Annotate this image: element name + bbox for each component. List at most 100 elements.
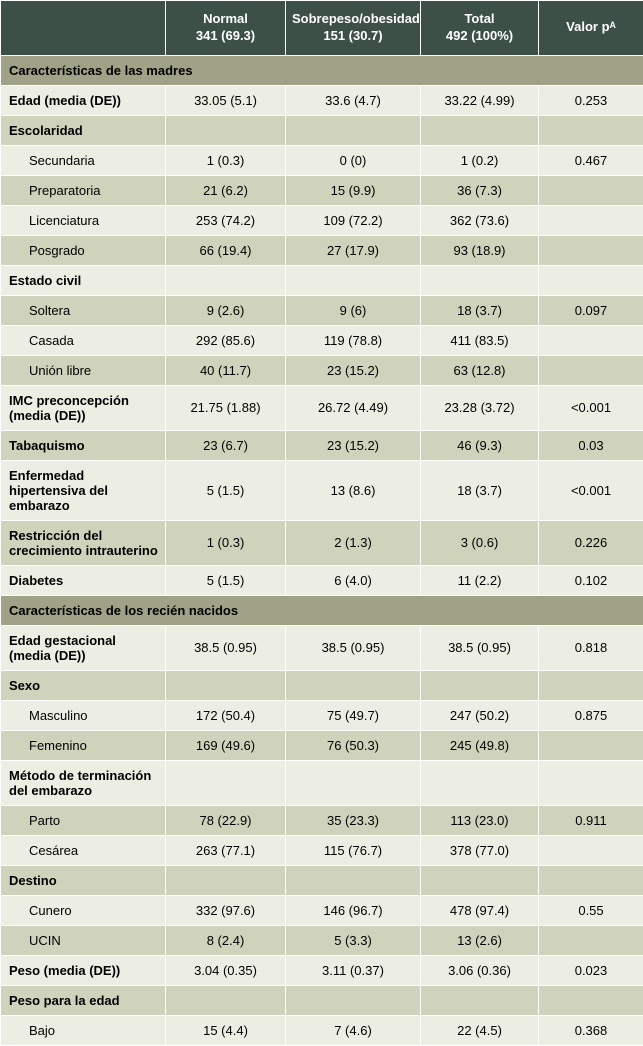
- table-row: Edad (media (DE))33.05 (5.1)33.6 (4.7)33…: [1, 85, 643, 115]
- cell-sobrepeso: 3.11 (0.37): [286, 955, 421, 985]
- header-blank: [1, 1, 166, 56]
- table-row: Bajo15 (4.4)7 (4.6)22 (4.5)0.368: [1, 1015, 643, 1045]
- header-sobrepeso-line2: 151 (30.7): [292, 28, 414, 45]
- header-total: Total 492 (100%): [421, 1, 539, 56]
- table-row: Femenino169 (49.6)76 (50.3)245 (49.8): [1, 730, 643, 760]
- cell-sobrepeso: 115 (76.7): [286, 835, 421, 865]
- header-normal: Normal 341 (69.3): [166, 1, 286, 56]
- cell-normal: 23 (6.7): [166, 430, 286, 460]
- cell-total: 23.28 (3.72): [421, 385, 539, 430]
- cell-total: 362 (73.6): [421, 205, 539, 235]
- row-label: Posgrado: [1, 235, 166, 265]
- cell-normal: 78 (22.9): [166, 805, 286, 835]
- cell-pvalue: 0.03: [539, 430, 643, 460]
- cell-sobrepeso: 26.72 (4.49): [286, 385, 421, 430]
- section-title: Características de los recién nacidos: [1, 595, 643, 625]
- cell-total: 13 (2.6): [421, 925, 539, 955]
- cell-normal: 8 (2.4): [166, 925, 286, 955]
- row-label: Preparatoria: [1, 175, 166, 205]
- cell-sobrepeso: 146 (96.7): [286, 895, 421, 925]
- table-row: Restricción del crecimiento intrauterino…: [1, 520, 643, 565]
- header-sobrepeso-line1: Sobrepeso/obesidad: [292, 11, 414, 28]
- row-label: Escolaridad: [1, 115, 166, 145]
- cell-pvalue: 0.368: [539, 1015, 643, 1045]
- cell-total: 247 (50.2): [421, 700, 539, 730]
- table-row: Cesárea263 (77.1)115 (76.7)378 (77.0): [1, 835, 643, 865]
- row-label: Destino: [1, 865, 166, 895]
- table-row: Peso para la edad: [1, 985, 643, 1015]
- cell-normal: 292 (85.6): [166, 325, 286, 355]
- row-label: Cesárea: [1, 835, 166, 865]
- row-label: Unión libre: [1, 355, 166, 385]
- cell-normal: 5 (1.5): [166, 460, 286, 520]
- cell-sobrepeso: 23 (15.2): [286, 430, 421, 460]
- table-row: Método de terminación del embarazo: [1, 760, 643, 805]
- table-row: Posgrado66 (19.4)27 (17.9)93 (18.9): [1, 235, 643, 265]
- row-label: Femenino: [1, 730, 166, 760]
- cell-sobrepeso: 109 (72.2): [286, 205, 421, 235]
- cell-total: 1 (0.2): [421, 145, 539, 175]
- cell-pvalue: 0.818: [539, 625, 643, 670]
- cell-total: 18 (3.7): [421, 295, 539, 325]
- row-label: Masculino: [1, 700, 166, 730]
- cell-sobrepeso: 13 (8.6): [286, 460, 421, 520]
- cell-pvalue: <0.001: [539, 460, 643, 520]
- row-label: Parto: [1, 805, 166, 835]
- cell-total: 478 (97.4): [421, 895, 539, 925]
- cell-normal: [166, 115, 286, 145]
- cell-total: 3.06 (0.36): [421, 955, 539, 985]
- cell-pvalue: [539, 985, 643, 1015]
- row-label: Peso para la edad: [1, 985, 166, 1015]
- cell-normal: [166, 760, 286, 805]
- cell-pvalue: 0.467: [539, 145, 643, 175]
- cell-sobrepeso: 38.5 (0.95): [286, 625, 421, 670]
- cell-pvalue: [539, 865, 643, 895]
- table-row: Diabetes5 (1.5)6 (4.0)11 (2.2)0.102: [1, 565, 643, 595]
- cell-sobrepeso: 0 (0): [286, 145, 421, 175]
- cell-normal: 169 (49.6): [166, 730, 286, 760]
- row-label: Soltera: [1, 295, 166, 325]
- table-row: Licenciatura253 (74.2)109 (72.2)362 (73.…: [1, 205, 643, 235]
- cell-total: 11 (2.2): [421, 565, 539, 595]
- cell-pvalue: 0.226: [539, 520, 643, 565]
- table-row: Peso (media (DE))3.04 (0.35)3.11 (0.37)3…: [1, 955, 643, 985]
- cell-pvalue: 0.097: [539, 295, 643, 325]
- cell-pvalue: [539, 235, 643, 265]
- table-row: Destino: [1, 865, 643, 895]
- cell-total: [421, 985, 539, 1015]
- cell-sobrepeso: 15 (9.9): [286, 175, 421, 205]
- cell-sobrepeso: [286, 670, 421, 700]
- cell-pvalue: 0.875: [539, 700, 643, 730]
- table-row: Enfermedad hipertensiva del embarazo5 (1…: [1, 460, 643, 520]
- cell-normal: 21.75 (1.88): [166, 385, 286, 430]
- table-row: Tabaquismo23 (6.7)23 (15.2)46 (9.3)0.03: [1, 430, 643, 460]
- cell-total: 113 (23.0): [421, 805, 539, 835]
- cell-normal: 40 (11.7): [166, 355, 286, 385]
- table-row: Estado civil: [1, 265, 643, 295]
- cell-normal: 21 (6.2): [166, 175, 286, 205]
- table-row: UCIN8 (2.4)5 (3.3)13 (2.6): [1, 925, 643, 955]
- table-row: Casada292 (85.6)119 (78.8)411 (83.5): [1, 325, 643, 355]
- cell-total: 36 (7.3): [421, 175, 539, 205]
- cell-pvalue: [539, 175, 643, 205]
- cell-total: [421, 760, 539, 805]
- cell-total: 33.22 (4.99): [421, 85, 539, 115]
- cell-sobrepeso: [286, 265, 421, 295]
- cell-total: [421, 670, 539, 700]
- cell-pvalue: [539, 670, 643, 700]
- cell-sobrepeso: 75 (49.7): [286, 700, 421, 730]
- cell-normal: [166, 265, 286, 295]
- cell-sobrepeso: 35 (23.3): [286, 805, 421, 835]
- row-label: Enfermedad hipertensiva del embarazo: [1, 460, 166, 520]
- cell-sobrepeso: 2 (1.3): [286, 520, 421, 565]
- row-label: Cunero: [1, 895, 166, 925]
- cell-pvalue: <0.001: [539, 385, 643, 430]
- cell-sobrepeso: 33.6 (4.7): [286, 85, 421, 115]
- cell-normal: 172 (50.4): [166, 700, 286, 730]
- row-label: Tabaquismo: [1, 430, 166, 460]
- header-pvalue-line1: Valor pᴬ: [545, 19, 637, 36]
- cell-sobrepeso: 5 (3.3): [286, 925, 421, 955]
- cell-normal: 5 (1.5): [166, 565, 286, 595]
- table-row: Masculino172 (50.4)75 (49.7)247 (50.2)0.…: [1, 700, 643, 730]
- table-row: Edad gestacional (media (DE))38.5 (0.95)…: [1, 625, 643, 670]
